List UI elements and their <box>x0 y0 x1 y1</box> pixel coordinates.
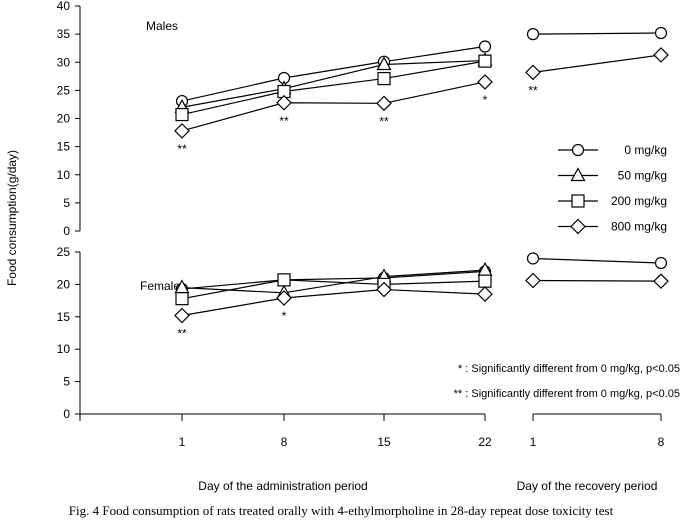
data-point-square <box>277 273 291 287</box>
y-tick-label: 20 <box>57 112 71 126</box>
data-point-diamond <box>376 281 392 298</box>
data-point-square <box>175 292 189 306</box>
series-line-800-mg-kg <box>181 288 486 317</box>
data-point-square <box>478 54 492 68</box>
series-line-800-mg-kg <box>532 279 662 282</box>
panel-title: Males <box>146 19 178 33</box>
significance-mark: * <box>282 309 287 323</box>
significance-mark: * <box>483 93 488 107</box>
data-point-diamond <box>174 123 190 139</box>
data-point-circle <box>478 40 492 53</box>
legend-marker-diamond <box>570 218 586 235</box>
x-tick-label: 22 <box>478 435 492 449</box>
series-line-0-mg-kg <box>532 32 662 35</box>
legend-marker-circle <box>571 143 585 157</box>
data-point-circle <box>526 252 540 265</box>
legend-marker-triangle <box>570 167 586 182</box>
note-single-star: * : Significantly different from 0 mg/kg… <box>458 363 680 375</box>
series-line-50-mg-kg <box>181 269 486 294</box>
y-tick-label: 15 <box>57 140 71 154</box>
y-tick-label: 35 <box>57 27 71 41</box>
data-point-square <box>175 107 189 122</box>
legend-label: 0 mg/kg <box>624 143 667 157</box>
data-point-square <box>377 71 391 86</box>
y-tick-label: 25 <box>57 83 71 97</box>
note-double-star: ** : Significantly different from 0 mg/k… <box>454 388 680 400</box>
figure-caption: Fig. 4 Food consumption of rats treated … <box>69 503 614 518</box>
data-point-diamond <box>174 307 190 324</box>
x-tick-label: 8 <box>658 435 665 449</box>
y-tick-label: 0 <box>63 407 70 421</box>
legend-label: 50 mg/kg <box>618 169 667 183</box>
y-tick-label: 40 <box>57 0 71 13</box>
data-point-diamond <box>477 74 493 90</box>
series-line-200-mg-kg <box>181 60 486 116</box>
x-tick-label: 1 <box>179 435 186 449</box>
y-tick-label: 30 <box>57 55 71 69</box>
data-point-circle <box>654 26 668 40</box>
significance-mark: ** <box>177 327 187 341</box>
significance-mark: ** <box>379 114 389 128</box>
y-tick-label: 0 <box>63 224 70 238</box>
y-axis-label: Food consumption(g/day) <box>5 150 19 286</box>
legend-label: 200 mg/kg <box>611 194 667 208</box>
data-point-circle <box>526 28 540 41</box>
data-point-circle <box>654 256 668 270</box>
x-tick-label: 15 <box>377 435 391 449</box>
y-tick-label: 15 <box>57 310 71 324</box>
y-tick-label: 5 <box>63 196 70 210</box>
x-axis-label-recovery: Day of the recovery period <box>517 479 658 493</box>
significance-mark: ** <box>528 83 538 97</box>
y-tick-label: 20 <box>57 277 71 291</box>
legend-marker-square <box>571 194 585 208</box>
panel-title: Females <box>140 279 186 293</box>
series-line-0-mg-kg <box>181 270 486 290</box>
data-point-diamond <box>525 64 541 81</box>
y-tick-label: 25 <box>57 245 71 259</box>
series-line-0-mg-kg <box>532 257 662 264</box>
series-line-200-mg-kg <box>181 279 486 300</box>
data-point-square <box>478 274 492 288</box>
series-line-50-mg-kg <box>181 59 486 108</box>
data-point-diamond <box>525 272 541 289</box>
data-point-diamond <box>653 47 669 63</box>
data-point-diamond <box>653 273 669 290</box>
data-point-diamond <box>276 290 292 306</box>
x-tick-label: 1 <box>530 435 537 449</box>
series-line-0-mg-kg <box>181 45 486 102</box>
data-point-diamond <box>376 95 392 112</box>
legend-label: 800 mg/kg <box>611 220 667 234</box>
x-tick-label: 8 <box>281 435 288 449</box>
y-tick-label: 10 <box>57 342 71 356</box>
data-point-diamond <box>276 94 292 111</box>
y-tick-label: 5 <box>63 375 70 389</box>
data-point-triangle <box>376 56 392 71</box>
significance-mark: ** <box>279 114 289 128</box>
series-line-800-mg-kg <box>181 81 486 132</box>
series-line-800-mg-kg <box>532 54 662 73</box>
y-tick-label: 10 <box>57 168 71 182</box>
x-axis-label-admin: Day of the administration period <box>198 479 367 493</box>
significance-mark: ** <box>177 142 187 156</box>
data-point-diamond <box>477 286 493 302</box>
